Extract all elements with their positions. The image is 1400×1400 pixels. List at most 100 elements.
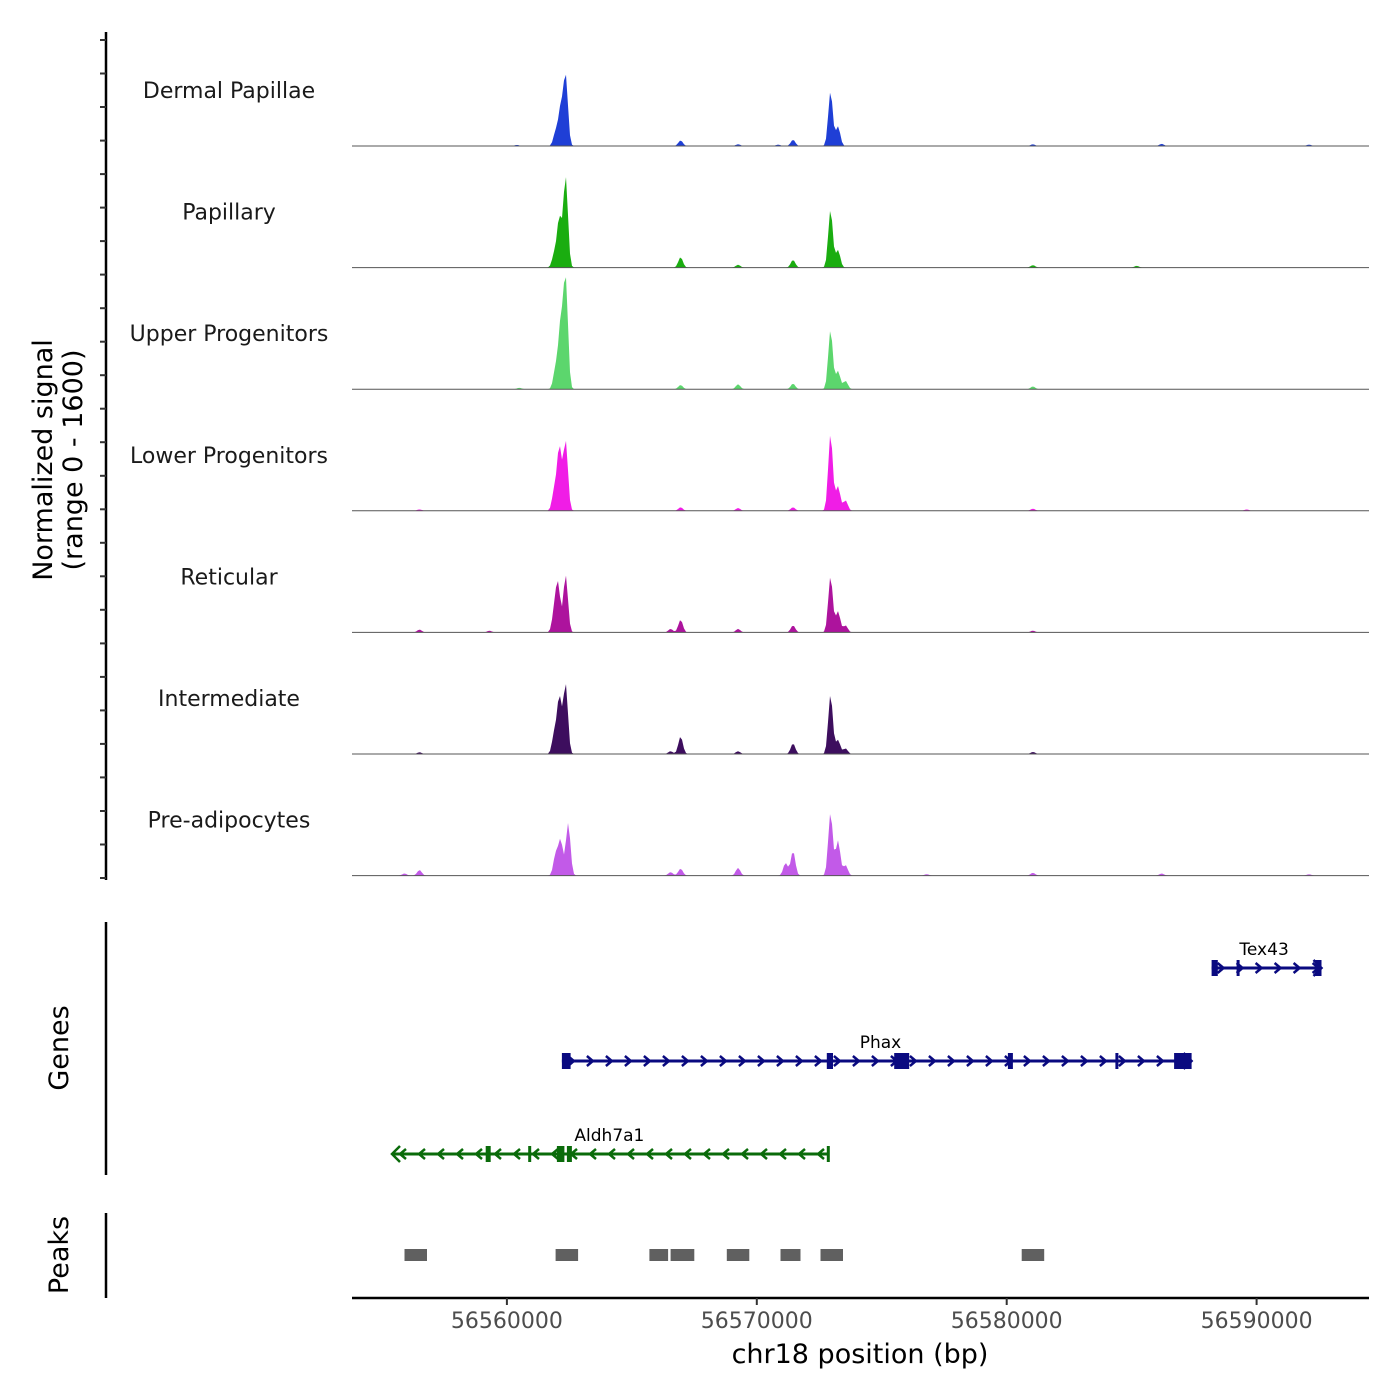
gene-exon	[1115, 1053, 1119, 1069]
strand-arrow	[759, 1148, 768, 1160]
strand-arrow	[721, 1148, 730, 1160]
strand-arrow	[700, 1055, 709, 1067]
strand-arrow	[550, 1148, 559, 1160]
strand-arrow	[985, 1055, 994, 1067]
track-label: Pre-adipocytes	[148, 809, 311, 834]
gene-model: Tex43	[1211, 940, 1324, 977]
signal-track: Dermal Papillae	[143, 74, 1369, 147]
signal-track: Lower Progenitors	[130, 435, 1369, 512]
peak-region	[820, 1249, 843, 1261]
strand-arrow	[417, 1148, 426, 1160]
gene-exon	[561, 1053, 571, 1069]
strand-arrow	[738, 1055, 747, 1067]
peak-region	[1021, 1249, 1045, 1261]
strand-arrow	[588, 1148, 597, 1160]
signal-y-axis	[100, 32, 108, 880]
track-label: Intermediate	[158, 687, 300, 712]
strand-arrow	[814, 1055, 823, 1067]
track-label: Dermal Papillae	[143, 79, 315, 104]
strand-arrow	[455, 1148, 464, 1160]
strand-arrow	[1156, 1055, 1165, 1067]
gene-exon	[1236, 960, 1240, 976]
signal-area	[352, 684, 1369, 754]
gene-exon	[894, 1053, 910, 1069]
gene-exon	[485, 1146, 491, 1162]
signal-track: Upper Progenitors	[130, 277, 1369, 390]
gene-model: Phax	[561, 1033, 1194, 1070]
x-tick-label: 56580000	[951, 1309, 1063, 1334]
track-label: Upper Progenitors	[130, 322, 329, 347]
strand-arrow	[852, 1055, 861, 1067]
strand-arrow	[607, 1148, 616, 1160]
x-tick-label: 56590000	[1201, 1309, 1313, 1334]
strand-arrow	[833, 1055, 842, 1067]
gene-label: Aldh7a1	[574, 1126, 644, 1146]
x-tick-label: 56560000	[451, 1309, 563, 1334]
strand-arrow	[681, 1055, 690, 1067]
strand-arrow	[776, 1055, 785, 1067]
x-tick-label: 56570000	[701, 1309, 813, 1334]
strand-arrow	[645, 1148, 654, 1160]
gene-model: Aldh7a1	[390, 1126, 830, 1163]
signal-track: Reticular	[180, 565, 1369, 633]
strand-arrow	[778, 1148, 787, 1160]
y-axis-title-line1: Normalized signal	[28, 339, 59, 581]
strand-arrow	[871, 1055, 880, 1067]
gene-exon	[1211, 960, 1218, 976]
signal-track: Intermediate	[158, 684, 1369, 755]
peaks-track-title: Peaks	[44, 1216, 75, 1294]
strand-arrow	[390, 1145, 401, 1163]
strand-arrow	[966, 1055, 975, 1067]
strand-arrow	[626, 1148, 635, 1160]
peak-region	[649, 1249, 669, 1261]
strand-arrow	[1273, 962, 1283, 974]
strand-arrow	[624, 1055, 633, 1067]
strand-arrow	[928, 1055, 937, 1067]
strand-arrow	[1118, 1055, 1127, 1067]
y-axis-title-line2: (range 0 - 1600)	[58, 350, 89, 571]
signal-area	[352, 74, 1369, 146]
strand-arrow	[740, 1148, 749, 1160]
strand-arrow	[1080, 1055, 1089, 1067]
signal-track: Pre-adipocytes	[148, 809, 1369, 877]
strand-arrow	[664, 1148, 673, 1160]
strand-arrow	[1099, 1055, 1108, 1067]
gene-exon	[528, 1146, 532, 1162]
gene-exon	[826, 1146, 830, 1162]
peak-region	[726, 1249, 750, 1261]
strand-arrow	[909, 1055, 918, 1067]
strand-arrow	[398, 1148, 407, 1160]
signal-area	[352, 575, 1369, 633]
gene-exon	[1174, 1053, 1192, 1069]
strand-arrow	[436, 1148, 445, 1160]
strand-arrow	[531, 1148, 540, 1160]
signal-area	[352, 814, 1369, 876]
strand-arrow	[643, 1055, 652, 1067]
strand-arrow	[493, 1148, 502, 1160]
signal-area	[352, 435, 1369, 511]
peak-region	[555, 1249, 579, 1261]
strand-arrow	[1023, 1055, 1032, 1067]
gene-exon	[566, 1146, 572, 1162]
track-label: Papillary	[182, 201, 276, 226]
gene-label: Tex43	[1238, 940, 1288, 960]
signal-tracks: Dermal Papillae Papillary Upper Progenitor…	[130, 74, 1369, 877]
genes-track-title: Genes	[44, 1005, 75, 1090]
track-label: Reticular	[180, 565, 278, 590]
peak-region	[404, 1249, 427, 1261]
gene-exon	[826, 1053, 833, 1069]
strand-arrow	[1042, 1055, 1051, 1067]
gene-exon	[1315, 960, 1322, 976]
strand-arrow	[795, 1055, 804, 1067]
signal-area	[352, 277, 1369, 390]
peak-regions-track	[404, 1249, 1045, 1261]
strand-arrow	[1216, 962, 1226, 974]
gene-annotation-track: Tex43 Phax Aldh7a1	[390, 940, 1324, 1163]
strand-arrow	[1061, 1055, 1070, 1067]
gene-exon	[556, 1146, 565, 1162]
strand-arrow	[1292, 962, 1302, 974]
strand-arrow	[512, 1148, 521, 1160]
x-axis-title: chr18 position (bp)	[732, 1339, 989, 1370]
strand-arrow	[816, 1148, 825, 1160]
